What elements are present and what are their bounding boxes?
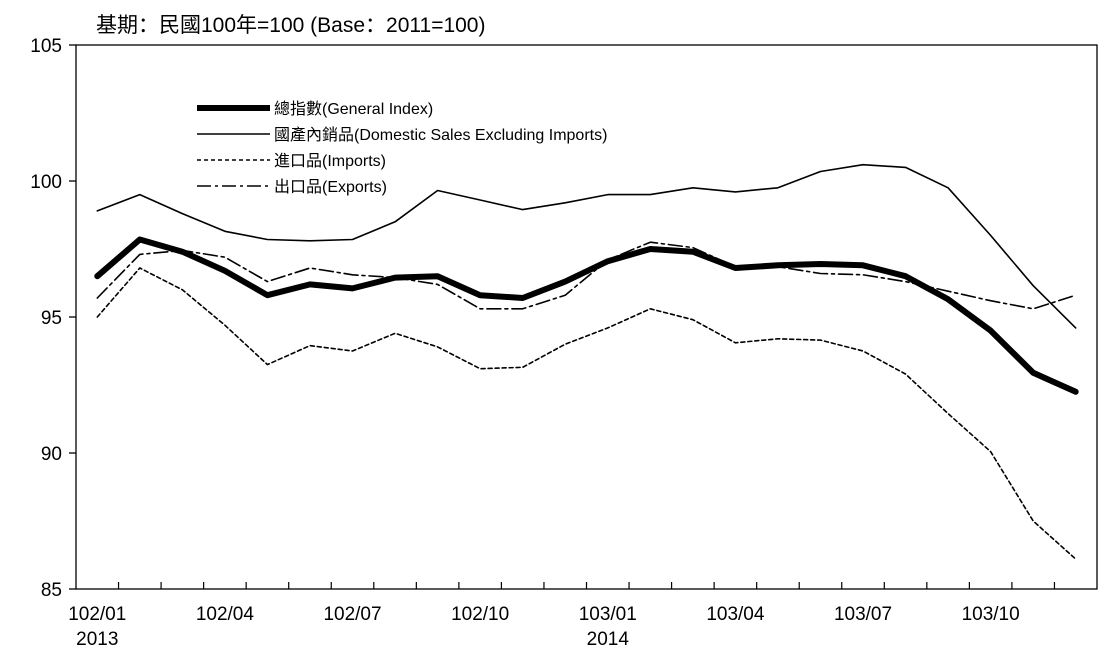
series-line-1: [96, 163, 1077, 329]
y-axis: 85 90 95 100 105: [30, 36, 76, 601]
series-line-2: [96, 267, 1077, 560]
series-line-3: [96, 241, 1077, 310]
chart-title: 基期：民國100年=100 (Base：2011=100): [96, 14, 485, 37]
legend-label-2: 進口品(Imports): [274, 152, 386, 170]
legend-label-0: 總指數(General Index): [274, 100, 433, 118]
legend-label-1: 國產內銷品(Domestic Sales Excluding Imports): [274, 126, 607, 144]
x-tick-label: 102/01: [68, 604, 126, 625]
x-tick-sublabel: 2014: [587, 629, 630, 650]
x-tick-label: 103/01: [579, 604, 637, 625]
series-line-0: [94, 236, 1079, 395]
x-tick-label: 102/07: [323, 604, 381, 625]
x-tick-label: 102/04: [196, 604, 255, 625]
x-tick-sublabel: 2013: [76, 629, 118, 650]
legend-label-3: 出口品(Exports): [274, 178, 387, 196]
x-axis: 102/01 2013 102/04 102/07 102/10 103/01 2014 10…: [68, 582, 1056, 650]
x-tick-label: 103/10: [962, 604, 1020, 625]
series-layer: [94, 163, 1079, 560]
x-tick-label: 103/07: [834, 604, 892, 625]
y-tick-label: 85: [41, 580, 62, 601]
y-tick-label: 95: [41, 308, 62, 329]
y-tick-label: 100: [30, 172, 62, 193]
y-tick-label: 105: [30, 36, 62, 57]
x-tick-label: 103/04: [706, 604, 765, 625]
y-tick-label: 90: [41, 444, 62, 465]
x-tick-label: 102/10: [451, 604, 509, 625]
legend: 總指數(General Index) 國產內銷品(Domestic Sales E…: [197, 100, 607, 196]
